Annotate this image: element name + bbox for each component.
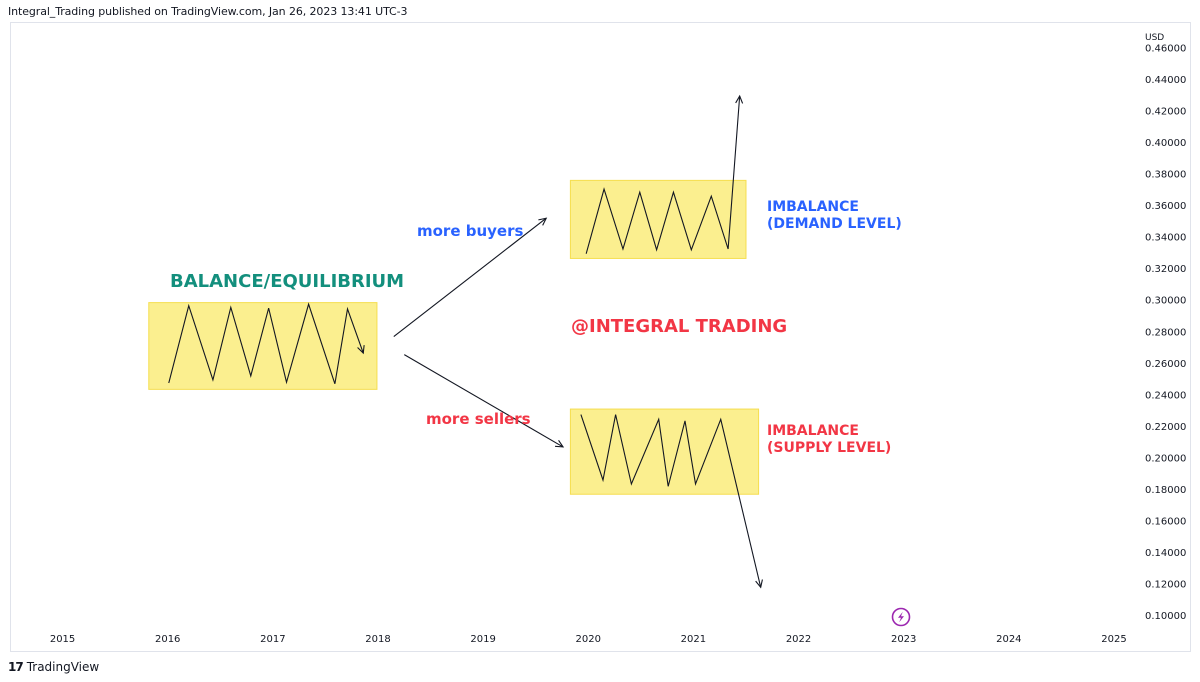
series-line-3[interactable] xyxy=(393,217,547,337)
x-tick-label: 2019 xyxy=(470,634,495,645)
y-tick-label: 0.40000 xyxy=(1145,138,1186,149)
y-tick-label: 0.20000 xyxy=(1145,453,1186,464)
series-line-2[interactable] xyxy=(580,414,762,588)
demand-box[interactable] xyxy=(569,179,747,259)
y-tick-label: 0.46000 xyxy=(1145,43,1186,54)
y-tick-label: 0.18000 xyxy=(1145,485,1186,496)
demand-label-line1: IMBALANCE xyxy=(767,199,859,215)
series-line-0[interactable] xyxy=(168,302,364,385)
lightning-icon[interactable] xyxy=(891,607,911,627)
y-tick-label: 0.22000 xyxy=(1145,422,1186,433)
arrowhead-3 xyxy=(538,217,548,226)
y-tick-label: 0.26000 xyxy=(1145,359,1186,370)
boxes-layer xyxy=(148,179,760,495)
arrowhead-1 xyxy=(735,94,744,104)
x-tick-label: 2023 xyxy=(891,634,916,645)
y-tick-label: 0.24000 xyxy=(1145,390,1186,401)
x-tick-label: 2020 xyxy=(576,634,601,645)
supply-label-line2: (SUPPLY LEVEL) xyxy=(767,440,891,456)
buyers-label: more buyers xyxy=(417,222,523,240)
y-tick-label: 0.34000 xyxy=(1145,233,1186,244)
y-tick-label: 0.38000 xyxy=(1145,170,1186,181)
arrowhead-4 xyxy=(555,439,565,448)
y-tick-label: 0.10000 xyxy=(1145,611,1186,622)
chart-frame xyxy=(10,22,1191,652)
supply-box[interactable] xyxy=(569,408,760,495)
y-tick-label: 0.42000 xyxy=(1145,106,1186,117)
y-tick-label: 0.32000 xyxy=(1145,264,1186,275)
y-tick-label: 0.12000 xyxy=(1145,580,1186,591)
x-tick-label: 2018 xyxy=(365,634,390,645)
watermark-text: @INTEGRAL TRADING xyxy=(571,316,787,337)
demand-label-line2: (DEMAND LEVEL) xyxy=(767,216,902,232)
annotation-labels: BALANCE/EQUILIBRIUM more buyers more sel… xyxy=(170,33,1164,456)
y-tick-label: 0.36000 xyxy=(1145,201,1186,212)
x-tick-label: 2016 xyxy=(155,634,180,645)
y-axis: 0.10000 0.12000 0.14000 0.16000 0.18000 0.200… xyxy=(1145,43,1186,622)
y-tick-label: 0.14000 xyxy=(1145,548,1186,559)
publish-info: Integral_Trading published on TradingVie… xyxy=(8,5,408,18)
y-tick-label: 0.28000 xyxy=(1145,327,1186,338)
series-layer xyxy=(168,94,763,589)
x-tick-label: 2022 xyxy=(786,634,811,645)
y-tick-label: 0.16000 xyxy=(1145,517,1186,528)
tradingview-logo-text: TradingView xyxy=(26,660,100,674)
y-unit-label: USD xyxy=(1145,33,1164,43)
x-tick-label: 2021 xyxy=(681,634,706,645)
sellers-label: more sellers xyxy=(426,410,531,428)
series-line-1[interactable] xyxy=(585,95,741,254)
arrowhead-0 xyxy=(357,345,365,355)
tradingview-mark-icon: 17 xyxy=(8,660,24,674)
balance-label: BALANCE/EQUILIBRIUM xyxy=(170,271,404,292)
balance-box[interactable] xyxy=(148,302,378,390)
x-tick-label: 2025 xyxy=(1101,634,1126,645)
tradingview-logo[interactable]: 17 TradingView xyxy=(8,659,99,675)
x-tick-label: 2017 xyxy=(260,634,285,645)
supply-label-line1: IMBALANCE xyxy=(767,423,859,439)
x-tick-label: 2015 xyxy=(50,634,75,645)
y-tick-label: 0.44000 xyxy=(1145,75,1186,86)
y-tick-label: 0.30000 xyxy=(1145,296,1186,307)
series-line-4[interactable] xyxy=(403,354,564,448)
x-tick-label: 2024 xyxy=(996,634,1021,645)
x-axis: 2015 2016 2017 2018 2019 2020 2021 2022 2023 2024… xyxy=(50,634,1127,645)
arrowhead-2 xyxy=(755,579,763,589)
